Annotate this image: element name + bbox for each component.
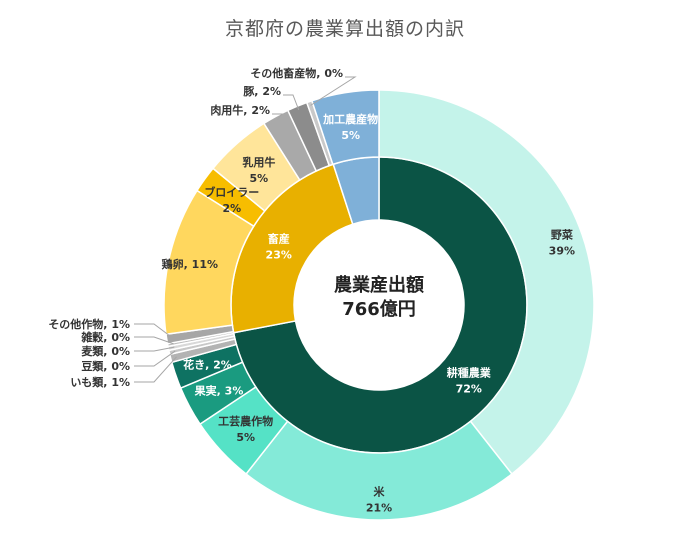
outer-label-value-11: 2% — [222, 202, 241, 215]
outer-label-name-11: ブロイラー — [204, 185, 259, 199]
inner-label-name-2: 加工農産物 — [322, 112, 378, 126]
outer-label-7: 麦類, 0% — [81, 344, 130, 358]
inner-label-name-1: 畜産 — [268, 232, 290, 246]
outer-slice-16 — [310, 89, 380, 166]
outer-label-8: 雑穀, 0% — [80, 330, 130, 344]
outer-label-5: いも類, 1% — [70, 375, 130, 389]
outer-label-4: 花き, 2% — [183, 357, 232, 371]
outer-label-10: 鶏卵, 11% — [162, 257, 218, 271]
inner-label-value-0: 72% — [456, 382, 482, 395]
leader-line-9 — [134, 323, 173, 339]
leader-line-7 — [134, 346, 175, 352]
outer-label-13: 肉用牛, 2% — [210, 103, 270, 117]
outer-label-3: 果実, 3% — [194, 384, 244, 398]
leader-line-14 — [283, 94, 300, 111]
inner-label-value-2: 5% — [341, 129, 360, 142]
outer-label-name-2: 工芸農作物 — [218, 414, 273, 428]
outer-label-15: その他畜産物, 0% — [250, 66, 343, 80]
leader-line-13 — [272, 113, 283, 121]
inner-label-name-0: 耕種農業 — [447, 365, 492, 379]
outer-label-9: その他作物, 1% — [48, 317, 130, 331]
leader-line-15 — [310, 76, 357, 106]
outer-label-name-0: 野菜 — [551, 228, 574, 242]
leader-line-5 — [134, 356, 177, 383]
outer-label-value-12: 5% — [249, 172, 268, 185]
outer-label-value-0: 39% — [549, 245, 575, 258]
outer-label-14: 豚, 2% — [243, 85, 281, 98]
center-label-line1: 農業産出額 — [334, 274, 424, 296]
leader-line-6 — [134, 350, 176, 367]
outer-slice-0 — [378, 89, 595, 476]
outer-label-6: 豆類, 0% — [81, 359, 130, 373]
center-label-line2: 766億円 — [342, 298, 416, 320]
inner-label-value-1: 23% — [266, 249, 292, 262]
outer-label-name-12: 乳用牛 — [242, 155, 275, 169]
outer-label-name-1: 米 — [373, 485, 386, 499]
leader-line-8 — [134, 336, 174, 345]
outer-label-value-1: 21% — [366, 502, 392, 515]
chart-title: 京都府の農業算出額の内訳 — [224, 18, 465, 40]
outer-label-value-2: 5% — [236, 431, 255, 444]
